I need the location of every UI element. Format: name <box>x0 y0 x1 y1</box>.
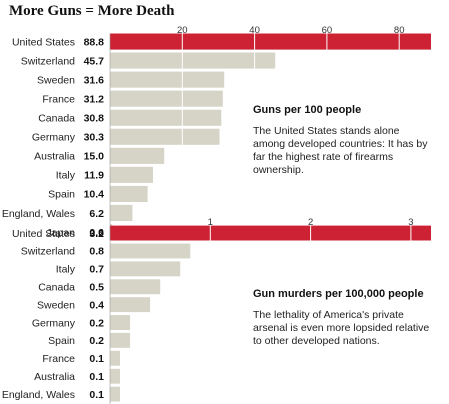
category-label: France <box>42 353 75 365</box>
category-label: Japan <box>46 227 75 239</box>
murders-chart-title: Gun murders per 100,000 people <box>253 288 424 300</box>
category-label: Spain <box>48 335 75 347</box>
value-label: 10.4 <box>84 189 105 201</box>
value-label: 45.7 <box>84 55 105 67</box>
value-label: 3.2 <box>89 228 104 240</box>
category-label: Canada <box>38 113 75 125</box>
guns-chart-note: The United States stands alone among dev… <box>253 125 428 176</box>
murders-annotation: Gun murders per 100,000 people The letha… <box>253 288 433 348</box>
category-label: Australia <box>34 151 75 163</box>
value-label: 0.8 <box>89 246 104 258</box>
bar <box>110 279 161 295</box>
category-label: Australia <box>34 371 75 383</box>
gun-murders-chart: United States 3.2 Switzerland 0.8 Italy 0.7 Ca… <box>2 217 431 404</box>
value-label: 0.1 <box>89 353 104 365</box>
bar <box>110 204 133 221</box>
category-label: Italy <box>56 264 76 276</box>
bar <box>110 261 181 277</box>
category-label: Spain <box>48 189 75 201</box>
value-label: 0.2 <box>89 317 104 329</box>
value-label: 0.7 <box>89 264 104 276</box>
category-label: England, Wales <box>2 208 75 220</box>
bar <box>110 185 148 202</box>
category-label: Switzerland <box>21 55 75 67</box>
tick-label: 20 <box>177 25 188 36</box>
bar <box>110 350 120 366</box>
category-label: Italy <box>56 170 76 182</box>
bar <box>110 52 276 69</box>
value-label: 31.2 <box>84 94 105 106</box>
bar <box>110 243 191 259</box>
category-label: Sweden <box>37 74 75 86</box>
guns-chart-title: Guns per 100 people <box>253 104 362 116</box>
tick-label: 3 <box>408 217 413 228</box>
value-label: 30.8 <box>84 113 105 125</box>
bar <box>110 332 131 348</box>
category-label: Canada <box>38 282 75 294</box>
category-label: England, Wales <box>2 389 75 401</box>
bar <box>110 166 153 183</box>
bar <box>110 225 431 241</box>
tick-label: 40 <box>249 25 260 36</box>
tick-label: 1 <box>208 217 213 228</box>
category-label: Sweden <box>37 299 75 311</box>
value-label: 0.4 <box>89 299 104 311</box>
page-title: More Guns = More Death <box>9 3 175 19</box>
value-label: 11.9 <box>84 170 104 182</box>
murders-chart-note: The lethality of America's private arsen… <box>253 309 430 347</box>
bar <box>110 368 120 384</box>
category-label: Germany <box>32 317 76 329</box>
guns-annotation: Guns per 100 people The United States st… <box>253 104 433 177</box>
value-label: 15.0 <box>84 151 105 163</box>
category-label: United States <box>12 36 75 48</box>
tick-label: 2 <box>308 217 313 228</box>
value-label: 30.3 <box>84 132 105 144</box>
value-label: 0.1 <box>89 371 104 383</box>
value-label: 6.2 <box>89 208 104 220</box>
value-label: 0.6 <box>89 227 104 239</box>
bar <box>110 109 222 126</box>
value-label: 0.1 <box>89 389 104 401</box>
bar <box>110 33 431 50</box>
bar <box>110 386 120 402</box>
bar <box>110 297 151 313</box>
bar <box>110 71 225 88</box>
category-label: Germany <box>32 132 76 144</box>
bar <box>110 128 220 145</box>
category-label: United States <box>12 228 75 240</box>
value-label: 0.5 <box>89 282 104 294</box>
value-label: 31.6 <box>84 74 105 86</box>
bar <box>110 90 223 107</box>
tick-label: 80 <box>394 25 405 36</box>
tick-label: 60 <box>322 25 333 36</box>
bar <box>110 315 131 330</box>
value-label: 88.8 <box>84 36 105 48</box>
value-label: 0.2 <box>89 335 104 347</box>
category-label: Switzerland <box>21 246 75 258</box>
category-label: France <box>42 94 75 106</box>
bar <box>110 147 165 164</box>
